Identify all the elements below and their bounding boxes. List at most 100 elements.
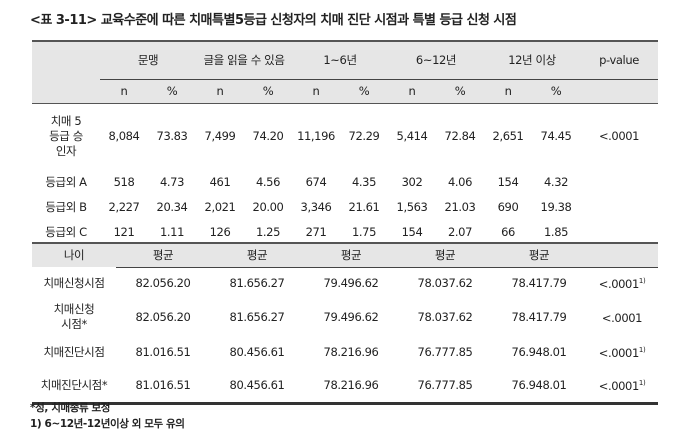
cell-value: 20.00 [252,199,284,214]
cell-value: 76.948.01 [511,377,567,392]
cell-value: 78.417.79 [511,275,567,290]
group-header: 1~6년 [292,41,388,80]
group-header: 12년 이상 [484,41,581,80]
sub-header: n [292,79,340,104]
sub-header: % [244,79,292,104]
sub-header: % [340,79,388,104]
table-row: 치매진단시점* 81.016.51 80.456.61 78.216.96 76.777… [32,369,658,403]
pvalue-cell: <.00011) [586,335,658,369]
cell-value: 1.25 [255,224,280,239]
pvalue-header: p-value [580,41,659,80]
cell-value: 674 [305,174,327,189]
footnote-significance: 1) 6~12년-12년이상 외 모두 유의 [30,418,185,430]
mean-header: 평균 [304,243,398,268]
cell-value: 2,651 [492,128,524,143]
cell-value: 74.45 [540,128,572,143]
sub-header: % [436,79,485,104]
mean-header: 평균 [492,243,586,268]
mean-header: 평균 [116,243,210,268]
pvalue: <.0001 [598,345,640,360]
cell-value: 7,499 [204,128,236,143]
sub-header: % [148,79,196,104]
cell-value: 4.56 [255,174,280,189]
cell-value: 82.056.20 [135,275,191,290]
pvalue-cell: <.00011) [586,369,658,403]
footnote-marker: 1) [638,277,646,286]
cell-value: 78.037.62 [417,275,473,290]
cell-value: 518 [113,174,135,189]
footnote-adjustment: *성, 치매종류 보정 [30,402,111,414]
cell-value: 79.496.62 [323,309,379,324]
cell-value: 21.61 [348,199,380,214]
cell-value: 72.29 [348,128,380,143]
cell-value: 126 [209,224,231,239]
education-count-table: 문맹 글을 읽을 수 있음 1~6년 6~12년 12년 이상 p-value n% n% n%… [32,40,659,245]
group-header: 6~12년 [388,41,485,80]
cell-value: 1.85 [544,224,569,239]
cell-value: 66 [501,224,515,239]
cell-value: 80.456.61 [229,377,285,392]
table-row: 치매신청 시점* 82.056.20 81.656.27 79.496.62 78.03… [32,299,658,335]
pvalue-cell [580,169,658,195]
cell-value: 4.06 [448,174,473,189]
cell-value: 76.777.85 [417,377,473,392]
cell-value: 81.016.51 [135,377,191,392]
cell-value: 3,346 [300,199,332,214]
pvalue-cell: <.00011) [586,267,658,299]
cell-value: 21.03 [444,199,476,214]
cell-value: 154 [497,174,519,189]
mean-header: 평균 [210,243,304,268]
cell-value: 4.73 [159,174,184,189]
cell-value: 78.037.62 [417,309,473,324]
footnote-marker: 1) [638,379,646,388]
cell-value: 81.656.27 [229,275,285,290]
cell-value: 82.056.20 [135,309,191,324]
cell-value: 78.216.96 [323,344,379,359]
row-label: 치매진단시점* [40,377,108,392]
cell-value: 302 [401,174,423,189]
cell-value: 154 [401,224,423,239]
cell-value: 72.84 [444,128,476,143]
row-label: 치매신청시점 [43,275,105,290]
cell-value: 271 [305,224,327,239]
table-title: <표 3-11> 교육수준에 따른 치매특별5등급 신청자의 치매 진단 시점과… [30,13,517,28]
cell-value: 76.777.85 [417,344,473,359]
table-row: 치매신청시점 82.056.20 81.656.27 79.496.62 78.037.… [32,267,658,299]
cell-value: 5,414 [396,128,428,143]
table-row: 등급외 A 518 4.73 461 4.56 674 4.35 302 4.06 154 4.32 [32,169,658,195]
cell-value: 690 [497,199,519,214]
pvalue: <.0001 [601,310,643,325]
cell-value: 1.75 [351,224,376,239]
cell-value: 461 [209,174,231,189]
corner-cell [32,41,100,79]
row-label: 치매신청 시점* [53,302,95,331]
row-label: 등급외 C [45,224,87,239]
sub-header: n [100,79,148,104]
mean-header: 평균 [398,243,492,268]
pvalue-cell: <.0001 [598,128,640,143]
cell-value: 4.32 [544,174,569,189]
cell-value: 4.35 [351,174,376,189]
age-header-row: 나이 평균 평균 평균 평균 평균 [32,243,658,268]
group-header: 글을 읽을 수 있음 [196,41,292,80]
cell-value: 80.456.61 [229,344,285,359]
pvalue: <.0001 [598,379,640,394]
cell-value: 81.656.27 [229,309,285,324]
sub-header-row: n% n% n% n% n% [32,79,659,104]
cell-value: 11,196 [297,128,335,143]
cell-value: 2.07 [448,224,473,239]
table-row: 치매 5등급 승인자 8,084 73.83 7,499 74.20 11,196 72.2… [32,103,658,169]
sub-header: n [196,79,244,104]
cell-value: 2,227 [108,199,140,214]
table-row: 등급외 B 2,227 20.34 2,021 20.00 3,346 21.61 1,563… [32,195,658,219]
group-header: 문맹 [100,41,196,80]
row-label: 치매 5등급 승인자 [49,113,83,158]
pvalue: <.0001 [598,277,640,292]
sub-header: n [484,79,533,104]
cell-value: 8,084 [108,128,140,143]
cell-value: 2,021 [204,199,236,214]
cell-value: 78.417.79 [511,309,567,324]
table-row: 치매진단시점 81.016.51 80.456.61 78.216.96 76.777.… [32,335,658,369]
cell-value: 1.11 [159,224,184,239]
